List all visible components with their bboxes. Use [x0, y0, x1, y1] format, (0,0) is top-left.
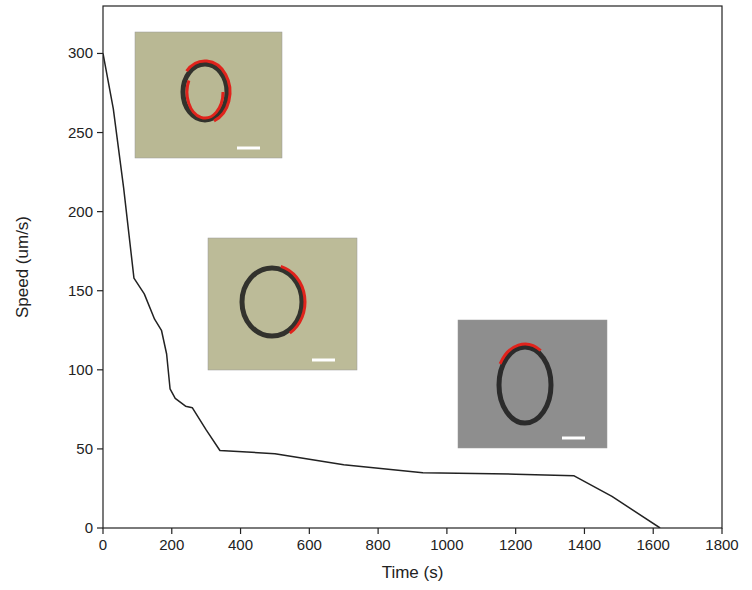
inset-image: [208, 238, 357, 370]
x-tick: [515, 528, 516, 534]
chart: 0 200 400 600 800 1000 1200 1400 1600 1800 0 50 100 1…: [0, 0, 752, 590]
x-tick-label: 1600: [637, 536, 670, 553]
inset-ring: [242, 268, 302, 336]
x-tick: [378, 528, 379, 534]
inset-trajectory: [500, 344, 541, 364]
x-tick-label: 400: [228, 536, 253, 553]
x-tick: [446, 528, 447, 534]
inset-trajectory: [281, 266, 305, 333]
y-tick: [97, 369, 103, 370]
scale-bar: [237, 147, 260, 150]
scale-bar: [312, 359, 335, 362]
x-tick-label: 600: [297, 536, 322, 553]
x-tick-label: 1400: [568, 536, 601, 553]
x-tick: [171, 528, 172, 534]
inset-ring: [499, 347, 551, 423]
inset-ring: [183, 64, 227, 120]
inset-frame: [135, 32, 282, 158]
x-tick: [309, 528, 310, 534]
y-tick-label: 0: [85, 519, 93, 536]
x-tick: [721, 528, 722, 534]
x-tick: [102, 528, 103, 534]
x-tick-label: 800: [366, 536, 391, 553]
y-tick-label: 250: [68, 124, 93, 141]
inset-frame: [208, 238, 357, 370]
inset-frame: [458, 320, 607, 448]
y-tick: [97, 448, 103, 449]
speed-line: [103, 53, 660, 528]
scale-bar: [562, 437, 585, 440]
y-tick-label: 50: [76, 440, 93, 457]
inset-image: [135, 32, 282, 158]
y-tick: [97, 527, 103, 528]
x-tick-label: 200: [159, 536, 184, 553]
x-tick-label: 1000: [430, 536, 463, 553]
y-tick-label: 150: [68, 282, 93, 299]
y-tick: [97, 211, 103, 212]
y-axis-title: Speed (um/s): [13, 216, 32, 318]
x-tick-label: 1800: [705, 536, 738, 553]
x-tick-label: 1200: [499, 536, 532, 553]
y-tick-label: 100: [68, 361, 93, 378]
x-tick: [240, 528, 241, 534]
y-tick-label: 300: [68, 44, 93, 61]
x-axis-title: Time (s): [382, 563, 444, 582]
plot-area: [103, 53, 660, 528]
y-tick: [97, 53, 103, 54]
x-tick: [584, 528, 585, 534]
x-tick: [653, 528, 654, 534]
y-tick: [97, 290, 103, 291]
y-tick-label: 200: [68, 203, 93, 220]
inset-trajectory: [187, 61, 230, 121]
x-tick-label: 0: [99, 536, 107, 553]
plot-frame: [103, 6, 722, 528]
inset-image: [458, 320, 607, 448]
inset-trajectory: [187, 80, 223, 118]
y-tick: [97, 132, 103, 133]
